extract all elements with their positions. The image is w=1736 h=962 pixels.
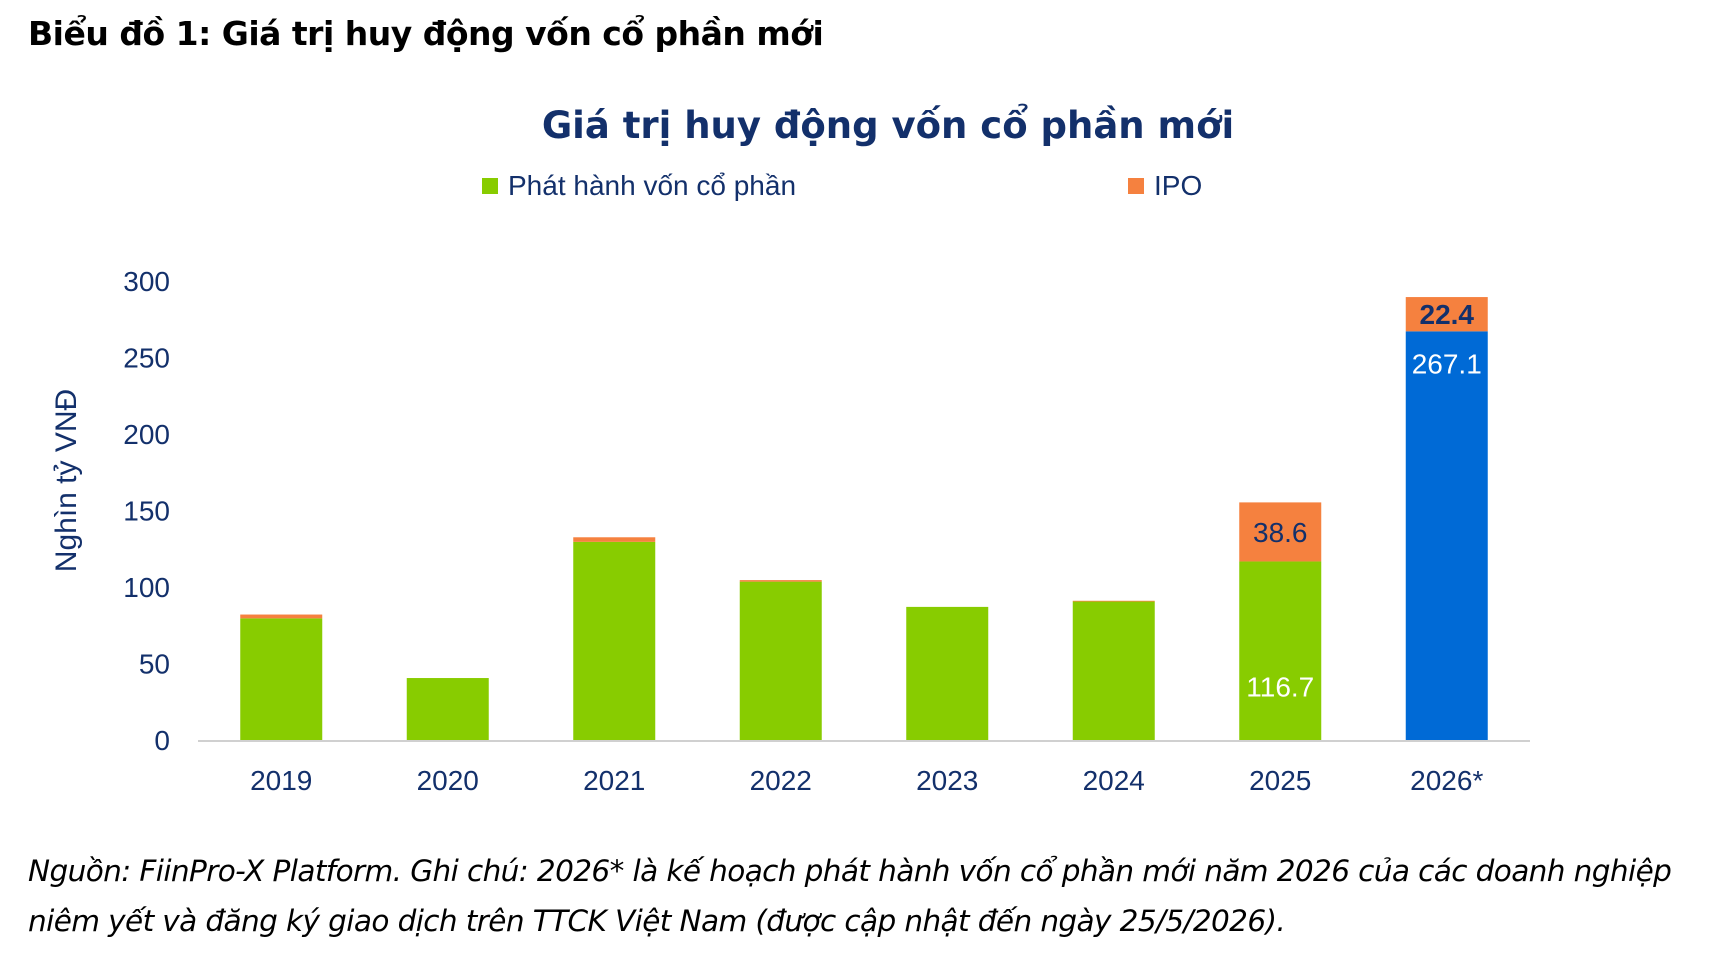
source-note-line-1: Nguồn: FiinPro-X Platform. Ghi chú: 2026… — [28, 854, 1672, 888]
legend-swatch-ipo — [1128, 178, 1144, 194]
bar-ipo — [1072, 600, 1155, 602]
bar-equity-issuance — [739, 581, 822, 740]
chart-title: Giá trị huy động vốn cổ phần mới — [0, 104, 1736, 147]
x-tick-label: 2025 — [1249, 765, 1311, 796]
x-tick-label: 2020 — [417, 765, 479, 796]
bar-equity-issuance — [406, 678, 489, 740]
data-label-equity-issuance: 267.1 — [1412, 348, 1482, 379]
bar-ipo — [240, 614, 323, 619]
bar-ipo — [573, 537, 656, 542]
figure-heading: Biểu đồ 1: Giá trị huy động vốn cổ phần … — [28, 14, 824, 53]
legend-item-equity-issuance: Phát hành vốn cổ phần — [482, 170, 796, 202]
legend-swatch-equity-issuance — [482, 178, 498, 194]
bar-ipo — [1239, 502, 1322, 562]
legend-item-ipo: IPO — [1128, 170, 1202, 202]
source-note-line-2: niêm yết và đăng ký giao dịch trên TTCK … — [28, 904, 1286, 938]
bar-ipo — [739, 580, 822, 582]
y-tick-label: 150 — [123, 496, 170, 527]
y-axis-title: Nghìn tỷ VNĐ — [50, 389, 83, 572]
x-tick-label: 2024 — [1083, 765, 1145, 796]
bar-equity-issuance — [1239, 561, 1322, 740]
legend-label-ipo: IPO — [1154, 170, 1203, 201]
x-tick-label: 2019 — [250, 765, 312, 796]
y-tick-label: 200 — [123, 419, 170, 450]
bar-equity-issuance — [1405, 331, 1488, 740]
data-label-ipo: 38.6 — [1253, 517, 1308, 548]
y-tick-label: 300 — [123, 266, 170, 297]
source-note: Nguồn: FiinPro-X Platform. Ghi chú: 2026… — [28, 846, 1728, 946]
bar-equity-issuance — [240, 618, 323, 740]
y-tick-label: 250 — [123, 343, 170, 374]
x-tick-label: 2023 — [916, 765, 978, 796]
bar-equity-issuance — [573, 541, 656, 740]
data-label-ipo: 22.4 — [1420, 299, 1475, 330]
y-tick-label: 100 — [123, 572, 170, 603]
bar-ipo — [1405, 297, 1488, 332]
x-tick-label: 2021 — [583, 765, 645, 796]
x-tick-label: 2022 — [750, 765, 812, 796]
chart-title-text: Giá trị huy động vốn cổ phần mới — [541, 104, 1235, 147]
legend-label-equity-issuance: Phát hành vốn cổ phần — [508, 170, 797, 201]
y-tick-label: 0 — [154, 725, 170, 756]
bar-equity-issuance — [1072, 601, 1155, 740]
bar-equity-issuance — [906, 606, 989, 740]
y-tick-label: 50 — [139, 649, 170, 680]
x-tick-label: 2026* — [1410, 765, 1483, 796]
data-label-equity-issuance: 116.7 — [1246, 671, 1314, 702]
